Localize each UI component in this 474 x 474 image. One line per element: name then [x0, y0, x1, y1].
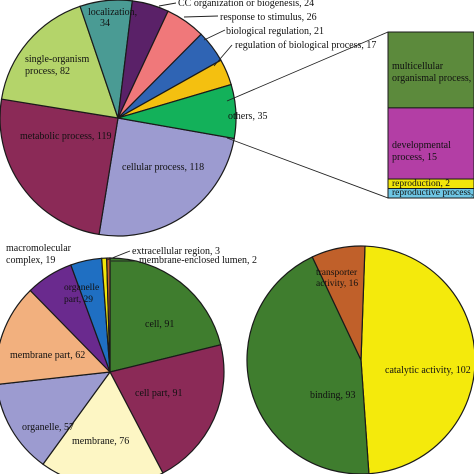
leader-line-biological-regulation — [203, 29, 226, 41]
label-cell: cell, 91 — [145, 319, 174, 330]
breakdown-segment-reproductive-process — [387, 188, 474, 199]
others-breakdown-bar — [387, 31, 474, 199]
projection-line-bottom — [226, 137, 389, 199]
label-cc-organization: CC organization or biogenesis, 24 — [178, 0, 314, 9]
leader-line-regulation-of-biological-process — [213, 44, 233, 67]
molecular-function-pie — [246, 245, 474, 474]
label-reproductive-process: reproductive process, 2 — [392, 188, 474, 198]
leader-line-response — [183, 15, 219, 18]
label-others: others, 35 — [228, 111, 267, 122]
pie-slice-cellular-process — [98, 117, 235, 237]
pie-slice-membrane-enclosed-lumen — [106, 257, 111, 373]
pie-slice-organelle — [0, 371, 112, 466]
label-macromolecular-line1: macromolecular — [6, 243, 72, 254]
pie-slice-cell-part — [109, 344, 225, 474]
label-single-organism-line1: single-organism — [25, 54, 89, 65]
label-organelle: organelle, 57 — [22, 422, 74, 433]
cellular-component-pie — [0, 257, 225, 474]
leader-line-extracellular — [106, 250, 131, 261]
label-multicellular-line2: organismal process, 16 — [392, 73, 474, 84]
label-cell-part: cell part, 91 — [135, 388, 182, 399]
biological-process-pie — [0, 0, 237, 237]
label-localization-line2: 34 — [100, 18, 110, 29]
label-single-organism-line2: process, 82 — [25, 66, 70, 77]
label-membrane-enclosed-lumen: membrane-enclosed lumen, 2 — [139, 255, 257, 266]
pie-slice-catalytic-activity — [360, 245, 474, 474]
label-response-to-stimulus: response to stimulus, 26 — [220, 12, 317, 23]
label-biological-regulation: biological regulation, 21 — [226, 26, 324, 37]
label-multicellular-line1: multicellular — [392, 61, 444, 72]
label-catalytic-activity: catalytic activity, 102 — [385, 365, 471, 376]
label-macromolecular-line2: complex, 19 — [6, 255, 55, 266]
label-transporter-line2: activity, 16 — [316, 279, 358, 289]
breakdown-segment-developmental-process — [387, 107, 474, 180]
label-developmental-line1: developmental — [392, 140, 451, 151]
breakdown-segment-multicellular-organismal-process — [387, 31, 474, 109]
label-binding: binding, 93 — [310, 390, 356, 401]
label-membrane: membrane, 76 — [72, 436, 129, 447]
projection-line-top — [226, 31, 389, 102]
label-membrane-part: membrane part, 62 — [10, 350, 85, 361]
label-organelle-part-line2: part, 29 — [64, 295, 93, 305]
label-organelle-part-line1: organelle — [64, 283, 99, 293]
pie-slice-single-organism-process — [0, 5, 119, 119]
leader-line-cc-organization — [158, 2, 177, 7]
label-transporter-line1: transporter — [316, 268, 358, 278]
pie-slice-membrane-part — [0, 289, 112, 385]
pie-slice-membrane — [42, 370, 164, 474]
pie-slice-others — [117, 83, 237, 140]
pie-slice-binding — [246, 256, 370, 474]
label-metabolic-process: metabolic process, 119 — [20, 131, 112, 142]
label-localization-line1: localization, — [88, 7, 137, 18]
pie-slice-cell — [109, 257, 222, 373]
label-developmental-line2: process, 15 — [392, 152, 437, 163]
pie-slice-metabolic-process — [0, 98, 119, 236]
label-regulation-of-biological-process: regulation of biological process, 17 — [235, 40, 376, 51]
label-reproduction: reproduction, 2 — [392, 179, 450, 189]
label-extracellular-region: extracellular region, 3 — [132, 246, 220, 257]
pie-slice-transporter-activity — [311, 245, 366, 361]
label-cellular-process: cellular process, 118 — [122, 162, 204, 173]
